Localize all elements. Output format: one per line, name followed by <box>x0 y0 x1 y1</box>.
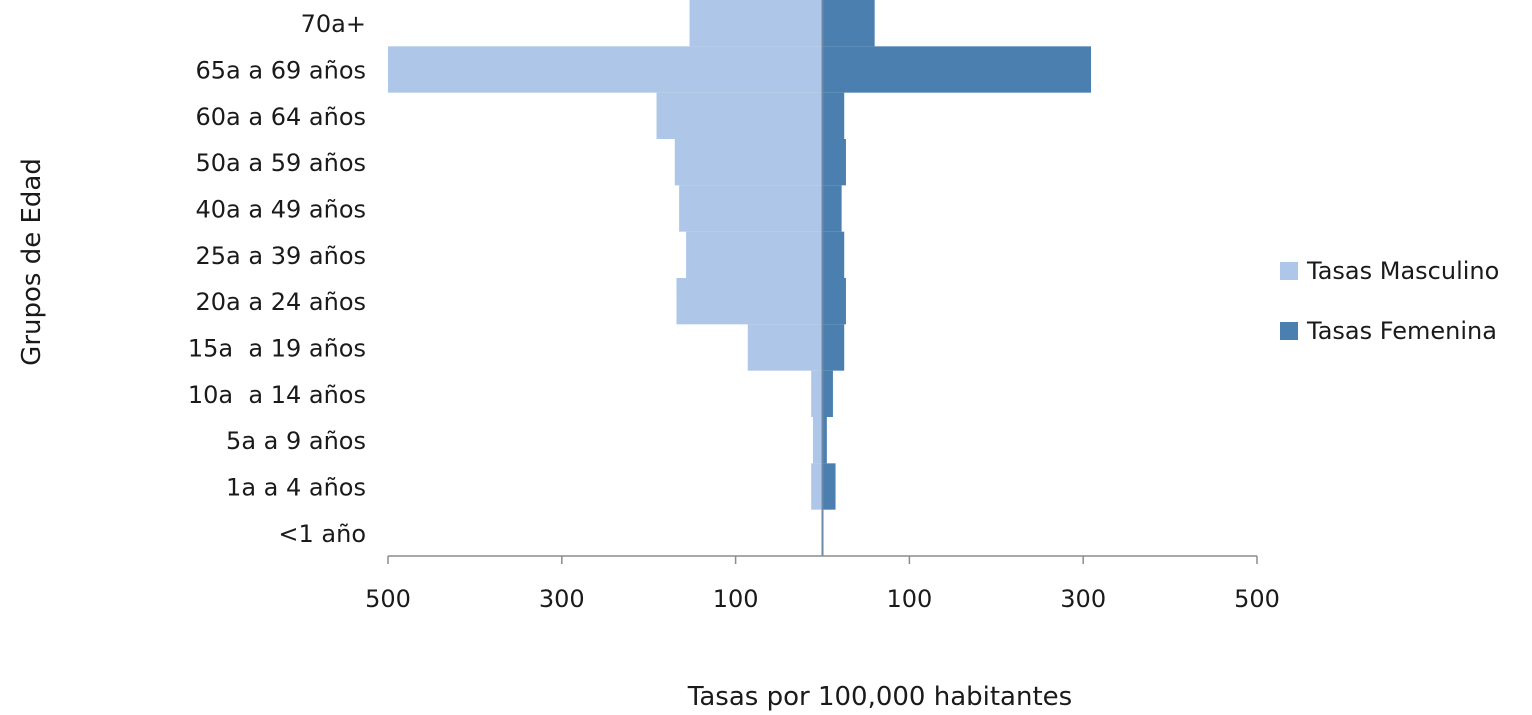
bar-male-4 <box>679 185 823 232</box>
bar-female-5 <box>822 231 845 278</box>
bar-male-1 <box>388 46 823 93</box>
y-tick-label: 10a a 14 años <box>188 381 366 409</box>
y-tick-label: 50a a 59 años <box>196 149 366 177</box>
x-tick-label: 100 <box>713 585 759 613</box>
bar-female-4 <box>822 185 842 232</box>
legend-label: Tasas Masculino <box>1306 257 1499 285</box>
x-tick-label: 300 <box>1060 585 1106 613</box>
y-tick-label: 15a a 19 años <box>188 335 366 363</box>
bar-female-6 <box>822 278 846 325</box>
y-tick-label: 60a a 64 años <box>196 103 366 131</box>
x-axis-label: Tasas por 100,000 habitantes <box>687 682 1072 712</box>
legend-swatch <box>1280 322 1298 340</box>
bar-female-9 <box>822 417 827 464</box>
bar-male-10 <box>811 463 823 510</box>
bar-male-7 <box>747 324 823 371</box>
x-tick-label: 500 <box>1234 585 1280 613</box>
y-tick-label: 65a a 69 años <box>196 57 366 85</box>
x-tick-label: 100 <box>886 585 932 613</box>
y-tick-label: 20a a 24 años <box>196 288 366 316</box>
bar-female-10 <box>822 463 836 510</box>
x-tick-label: 300 <box>539 585 585 613</box>
bar-female-1 <box>822 46 1092 93</box>
bar-male-0 <box>689 0 823 47</box>
male-bars <box>388 0 823 556</box>
x-tick-label: 500 <box>365 585 411 613</box>
bar-male-9 <box>812 417 823 464</box>
bar-male-8 <box>811 370 823 417</box>
legend-swatch <box>1280 262 1298 280</box>
x-axis: 500 300 100 100 300 500 <box>365 555 1280 613</box>
y-tick-label: 5a a 9 años <box>226 427 366 455</box>
y-tick-label: 40a a 49 años <box>196 196 366 224</box>
bar-female-2 <box>822 92 845 139</box>
bar-female-7 <box>822 324 845 371</box>
y-tick-label: 25a a 39 años <box>196 242 366 270</box>
bar-female-3 <box>822 139 846 186</box>
bar-female-0 <box>822 0 875 47</box>
bar-male-2 <box>656 92 823 139</box>
y-tick-label: 70a+ <box>301 10 366 38</box>
legend-label: Tasas Femenina <box>1306 317 1497 345</box>
bar-male-6 <box>676 278 823 325</box>
legend: Tasas Masculino Tasas Femenina <box>1280 257 1499 345</box>
y-tick-label: 1a a 4 años <box>226 474 366 502</box>
bar-male-5 <box>686 231 823 278</box>
y-axis-label: Grupos de Edad <box>17 158 47 366</box>
y-axis-tick-labels: 70a+ 65a a 69 años 60a a 64 años 50a a 59 a… <box>188 10 366 548</box>
bar-female-8 <box>822 370 833 417</box>
y-tick-label: <1 año <box>278 520 366 548</box>
bar-male-3 <box>674 139 823 186</box>
female-bars <box>822 0 1092 556</box>
